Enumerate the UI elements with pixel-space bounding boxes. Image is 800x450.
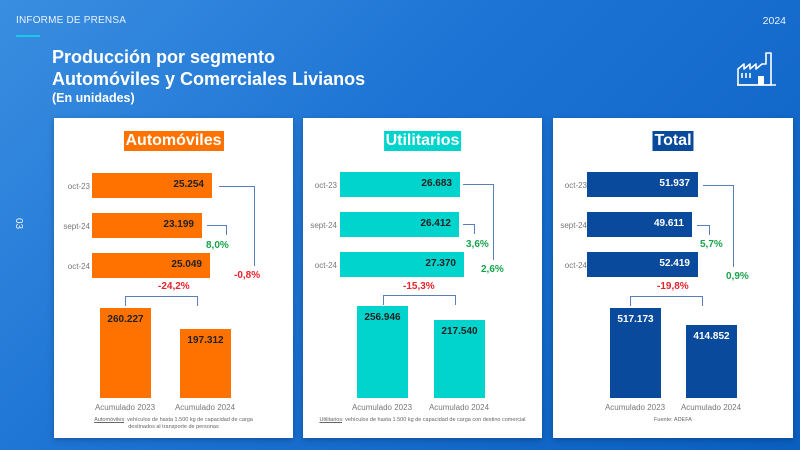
footnote-term: Automóviles [94,417,125,423]
section-underline [16,35,40,37]
month-label: sept-24 [310,221,337,230]
var-accum: -15,3% [403,281,435,292]
acc-label: Acumulado 2023 [94,403,156,412]
bar-oct-24: 25.049 [92,253,210,278]
connector-accum [630,296,703,306]
bar-value: 49.611 [653,218,684,229]
footnote-text: : vehículos de hasta 1.500 kg de capacid… [124,417,253,430]
bar-value: 217.540 [441,326,478,337]
bar-oct-23: 25.254 [92,173,212,198]
var-monthly: 8,0% [206,240,229,251]
bar-acum-2024: 217.540 [434,320,485,398]
var-accum: -24,2% [158,281,190,292]
page-number: 03 [13,217,25,230]
bar-acum-2023: 260.227 [100,308,151,398]
bar-oct-23: 26.683 [340,172,460,197]
bar-value: 25.049 [171,259,202,270]
footnote-term: Utilitarios [319,417,343,423]
bar-acum-2024: 414.852 [686,325,737,398]
bar-value: 256.946 [364,312,401,323]
connector-accum [125,296,198,306]
footnote-text: : vehículos de hasta 1.500 kg de capacid… [342,417,526,423]
page-title-2: Automóviles y Comerciales Livianos [52,69,366,89]
connector-monthly [463,224,475,234]
bar-sept-24: 23.199 [92,213,202,238]
footnote: Automóviles: vehículos de hasta 1.500 kg… [60,417,287,431]
bar-value: 260.227 [107,314,144,325]
connector-yearly [463,184,494,260]
var-monthly: 5,7% [700,239,723,250]
bar-value: 51.937 [659,178,690,189]
acc-label: Acumulado 2023 [351,403,413,412]
card-total: Total oct-23 51.937 sept-24 49.611 oct-2… [553,118,793,438]
bar-acum-2024: 197.312 [180,329,231,398]
source-note: Fuente: ADEFA [654,417,692,423]
var-accum: -19,8% [657,281,689,292]
card-title: Automóviles [123,131,224,151]
month-label: oct-23 [564,181,587,190]
month-label: sept-24 [63,222,90,231]
year-label: 2024 [762,15,786,27]
bar-value: 26.412 [420,218,451,229]
bar-acum-2023: 517.173 [610,308,661,398]
connector-accum [383,295,456,305]
page-subtitle: (En unidades) [52,91,135,105]
var-yearly: -0,8% [234,270,261,281]
acc-label: Acumulado 2024 [680,403,742,412]
var-yearly: 0,9% [726,271,749,282]
acc-label: Acumulado 2023 [604,403,666,412]
bar-oct-24: 27.370 [340,252,464,277]
month-label: oct-24 [67,262,90,271]
bar-oct-23: 51.937 [587,172,698,197]
page-title: Producción por segmento [52,47,276,67]
card-automoviles: Automóviles oct-23 25.254 sept-24 23.199… [54,118,293,438]
bar-value: 23.199 [163,219,194,230]
connector-monthly [697,225,710,235]
factory-icon [737,52,776,86]
month-label: oct-23 [314,181,337,190]
card-utilitarios: Utilitarios oct-23 26.683 sept-24 26.412… [303,118,542,438]
card-title: Total [652,131,694,151]
bar-value: 25.254 [173,179,204,190]
var-yearly: 2,6% [481,264,504,275]
month-label: oct-24 [314,261,337,270]
bar-value: 414.852 [693,331,730,342]
card-title: Utilitarios [383,131,462,151]
bar-sept-24: 26.412 [340,212,459,237]
bar-value: 27.370 [425,258,456,269]
footnote: Utilitarios: vehículos de hasta 1.500 kg… [309,417,536,424]
section-label: INFORME DE PRENSA [16,15,127,26]
acc-label: Acumulado 2024 [428,403,490,412]
connector-monthly [207,225,227,235]
bar-value: 26.683 [421,178,452,189]
bar-value: 517.173 [617,314,654,325]
bar-value: 52.419 [659,258,690,269]
month-label: oct-23 [67,182,90,191]
title-block: Producción por segmento Automóviles y Co… [52,46,365,105]
var-monthly: 3,6% [466,239,489,250]
bar-acum-2023: 256.946 [357,306,408,398]
bar-value: 197.312 [187,335,224,346]
connector-yearly [703,185,734,267]
connector-yearly [219,186,255,266]
acc-label: Acumulado 2024 [174,403,236,412]
bar-sept-24: 49.611 [587,212,692,237]
bar-oct-24: 52.419 [587,252,698,277]
month-label: sept-24 [560,221,587,230]
month-label: oct-24 [564,261,587,270]
